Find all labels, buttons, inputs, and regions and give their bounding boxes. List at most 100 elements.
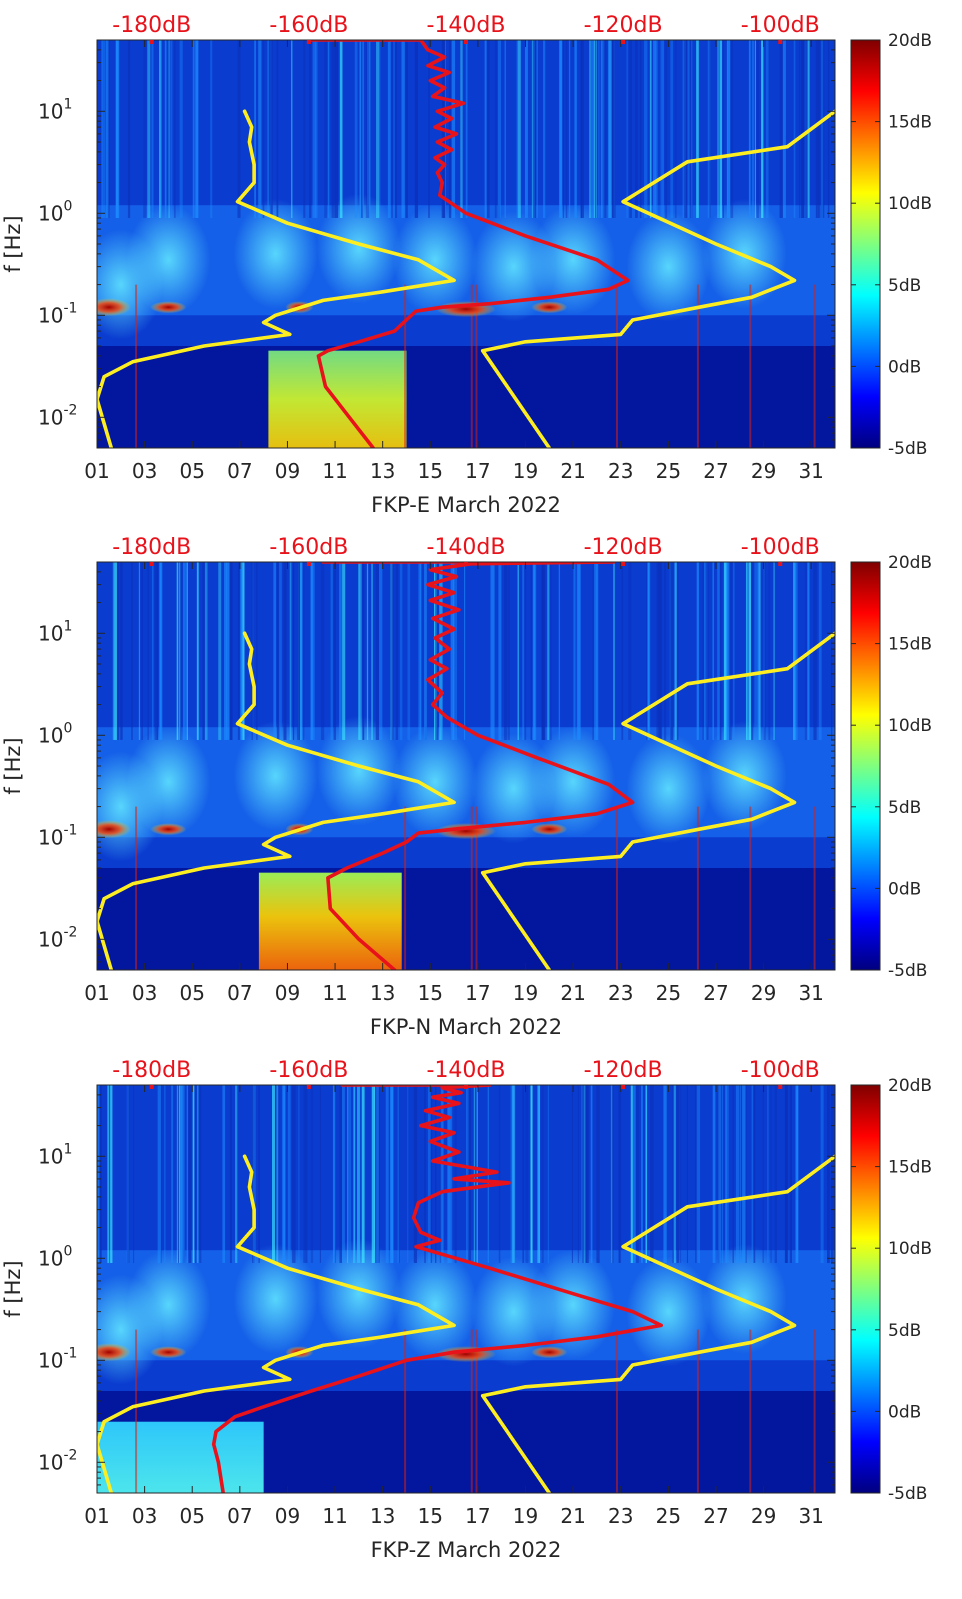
x-tick-label: 23 (608, 459, 633, 483)
x-axis-label: FKP-Z March 2022 (371, 1538, 562, 1562)
panel-fkp-z: 01 03 05 07 09 11 13 15 17 19 21 23 25 27 29 31 10-2 10-1… (1, 1058, 932, 1562)
yellow-model-curve-1 (97, 1154, 456, 1493)
y-tick-label: 101 (38, 618, 72, 645)
x-tick-label: 05 (179, 459, 204, 483)
top-axis-db-label: -140dB (427, 13, 506, 38)
top-axis-db-label: -160dB (269, 13, 348, 38)
x-tick-label: 29 (751, 1504, 776, 1528)
top-axis-db-label: -120dB (584, 1058, 663, 1083)
x-tick-label: 19 (513, 459, 538, 483)
x-tick-label: 09 (275, 981, 300, 1005)
x-tick-label: 25 (656, 981, 681, 1005)
panel-fkp-n: 01 03 05 07 09 11 13 15 17 19 21 23 25 27 29 31 10-2 10-1… (1, 535, 932, 1039)
top-axis-db-label: -120dB (584, 13, 663, 38)
top-axis-db-label: -100dB (741, 1058, 820, 1083)
x-tick-label: 15 (418, 1504, 443, 1528)
y-tick-label: 10-2 (38, 402, 77, 429)
x-tick-label: 11 (322, 981, 347, 1005)
y-tick-label: 10-2 (38, 1447, 77, 1474)
colorbar-tick-label: 5dB (888, 276, 921, 296)
colorbar: -5dB 0dB 5dB 10dB 15dB 20dB (850, 1076, 932, 1504)
colorbar-tick-label: 15dB (888, 113, 932, 133)
y-tick-label: 10-2 (38, 924, 77, 951)
y-tick-label: 100 (38, 198, 72, 225)
colorbar-tick-label: 10dB (888, 1239, 932, 1259)
x-tick-label: 19 (513, 981, 538, 1005)
colorbar-tick-label: 0dB (888, 1402, 921, 1422)
yellow-model-curve-1 (97, 631, 456, 970)
x-tick-label: 01 (84, 459, 109, 483)
x-tick-label: 13 (370, 1504, 395, 1528)
x-tick-label: 27 (703, 1504, 728, 1528)
colorbar-tick-label: 20dB (888, 31, 932, 51)
x-tick-label: 07 (227, 459, 252, 483)
yellow-model-curve-1 (97, 109, 456, 448)
x-tick-label: 25 (656, 459, 681, 483)
y-axis-label: f [Hz] (1, 1260, 25, 1317)
colorbar: -5dB 0dB 5dB 10dB 15dB 20dB (850, 553, 932, 981)
x-tick-label: 05 (179, 1504, 204, 1528)
x-tick-label: 15 (418, 459, 443, 483)
x-tick-label: 29 (751, 981, 776, 1005)
x-tick-label: 11 (322, 459, 347, 483)
colorbar-tick-label: -5dB (888, 1484, 927, 1504)
y-axis-label: f [Hz] (1, 737, 25, 794)
x-tick-label: 27 (703, 459, 728, 483)
spectrogram (97, 1085, 835, 1493)
red-noise-curve (309, 40, 630, 448)
x-tick-label: 01 (84, 981, 109, 1005)
colorbar-tick-label: -5dB (888, 439, 927, 459)
x-tick-label: 31 (798, 981, 823, 1005)
top-axis-db-label: -140dB (427, 1058, 506, 1083)
x-axis-label: FKP-N March 2022 (370, 1015, 562, 1039)
panel-fkp-e: 01 03 05 07 09 11 13 15 17 19 21 23 25 27 29 31 10-2 10-1… (1, 13, 932, 517)
x-tick-label: 01 (84, 1504, 109, 1528)
x-tick-label: 17 (465, 459, 490, 483)
x-tick-label: 21 (560, 1504, 585, 1528)
top-axis-db-label: -160dB (269, 1058, 348, 1083)
x-tick-label: 21 (560, 981, 585, 1005)
x-tick-label: 05 (179, 981, 204, 1005)
y-tick-label: 101 (38, 1141, 72, 1168)
colorbar-tick-label: 15dB (888, 1158, 932, 1178)
spectrogram (97, 562, 835, 970)
colorbar-tick-label: 0dB (888, 357, 921, 377)
x-tick-label: 25 (656, 1504, 681, 1528)
x-tick-label: 03 (132, 1504, 157, 1528)
top-axis-db-label: -100dB (741, 535, 820, 560)
x-tick-label: 23 (608, 1504, 633, 1528)
colorbar-tick-label: 10dB (888, 194, 932, 214)
colorbar-tick-label: -5dB (888, 961, 927, 981)
x-tick-label: 27 (703, 981, 728, 1005)
x-tick-label: 03 (132, 459, 157, 483)
x-tick-label: 11 (322, 1504, 347, 1528)
x-tick-label: 03 (132, 981, 157, 1005)
y-tick-label: 100 (38, 720, 72, 747)
colorbar-tick-label: 20dB (888, 1076, 932, 1096)
x-tick-label: 29 (751, 459, 776, 483)
x-tick-label: 09 (275, 459, 300, 483)
y-tick-label: 10-1 (38, 822, 77, 849)
top-axis-db-label: -120dB (584, 535, 663, 560)
yellow-model-curve-2 (480, 109, 835, 448)
colorbar: -5dB 0dB 5dB 10dB 15dB 20dB (850, 31, 932, 459)
x-tick-label: 31 (798, 1504, 823, 1528)
colorbar-tick-label: 20dB (888, 553, 932, 573)
x-tick-label: 13 (370, 981, 395, 1005)
x-tick-label: 19 (513, 1504, 538, 1528)
top-axis-db-label: -140dB (427, 535, 506, 560)
top-axis-db-label: -160dB (269, 535, 348, 560)
x-tick-label: 09 (275, 1504, 300, 1528)
colorbar-tick-label: 5dB (888, 1321, 921, 1341)
y-tick-label: 100 (38, 1243, 72, 1270)
colorbar-tick-label: 0dB (888, 879, 921, 899)
y-tick-label: 101 (38, 96, 72, 123)
x-tick-label: 31 (798, 459, 823, 483)
yellow-model-curve-2 (480, 631, 835, 970)
x-tick-label: 21 (560, 459, 585, 483)
red-noise-curve (211, 1085, 663, 1493)
x-tick-label: 15 (418, 981, 443, 1005)
x-tick-label: 07 (227, 981, 252, 1005)
y-tick-label: 10-1 (38, 1345, 77, 1372)
